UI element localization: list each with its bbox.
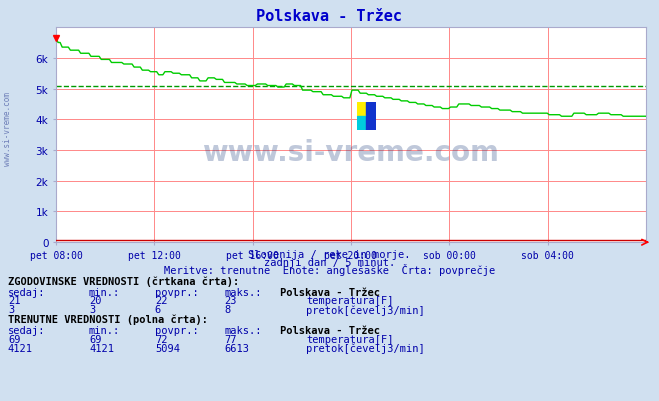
Bar (366, 103, 376, 117)
Text: 21: 21 (8, 296, 20, 306)
Text: 69: 69 (8, 334, 20, 344)
Text: pretok[čevelj3/min]: pretok[čevelj3/min] (306, 304, 425, 315)
Bar (366, 117, 376, 131)
Text: Meritve: trenutne  Enote: anglešaške  Črta: povprečje: Meritve: trenutne Enote: anglešaške Črta… (164, 263, 495, 275)
Bar (357, 103, 366, 117)
Text: povpr.:: povpr.: (155, 325, 198, 335)
Text: zadnji dan / 5 minut.: zadnji dan / 5 minut. (264, 257, 395, 267)
Text: min.:: min.: (89, 287, 120, 297)
Text: 8: 8 (224, 305, 230, 314)
Text: 4121: 4121 (89, 343, 114, 352)
Text: 77: 77 (224, 334, 237, 344)
Text: povpr.:: povpr.: (155, 287, 198, 297)
Text: 23: 23 (224, 296, 237, 306)
Text: 6: 6 (155, 305, 161, 314)
Text: www.si-vreme.com: www.si-vreme.com (3, 91, 13, 165)
Text: 69: 69 (89, 334, 101, 344)
Text: 6613: 6613 (224, 343, 249, 352)
Text: Polskava - Tržec: Polskava - Tržec (256, 9, 403, 24)
Text: 3: 3 (89, 305, 95, 314)
Text: temperatura[F]: temperatura[F] (306, 334, 394, 344)
Text: www.si-vreme.com: www.si-vreme.com (202, 138, 500, 166)
Text: 4121: 4121 (8, 343, 33, 352)
Text: pretok[čevelj3/min]: pretok[čevelj3/min] (306, 342, 425, 353)
Text: maks.:: maks.: (224, 287, 262, 297)
Text: min.:: min.: (89, 325, 120, 335)
Text: TRENUTNE VREDNOSTI (polna črta):: TRENUTNE VREDNOSTI (polna črta): (8, 314, 208, 324)
Bar (357, 117, 366, 131)
Text: 22: 22 (155, 296, 167, 306)
Text: 5094: 5094 (155, 343, 180, 352)
Text: 20: 20 (89, 296, 101, 306)
Text: 3: 3 (8, 305, 14, 314)
Text: sedaj:: sedaj: (8, 325, 45, 335)
Text: Slovenija / reke in morje.: Slovenija / reke in morje. (248, 250, 411, 259)
Text: sedaj:: sedaj: (8, 287, 45, 297)
Text: Polskava - Tržec: Polskava - Tržec (280, 287, 380, 297)
Text: 72: 72 (155, 334, 167, 344)
Text: maks.:: maks.: (224, 325, 262, 335)
Text: ZGODOVINSKE VREDNOSTI (črtkana črta):: ZGODOVINSKE VREDNOSTI (črtkana črta): (8, 275, 239, 286)
Text: Polskava - Tržec: Polskava - Tržec (280, 325, 380, 335)
Text: temperatura[F]: temperatura[F] (306, 296, 394, 306)
